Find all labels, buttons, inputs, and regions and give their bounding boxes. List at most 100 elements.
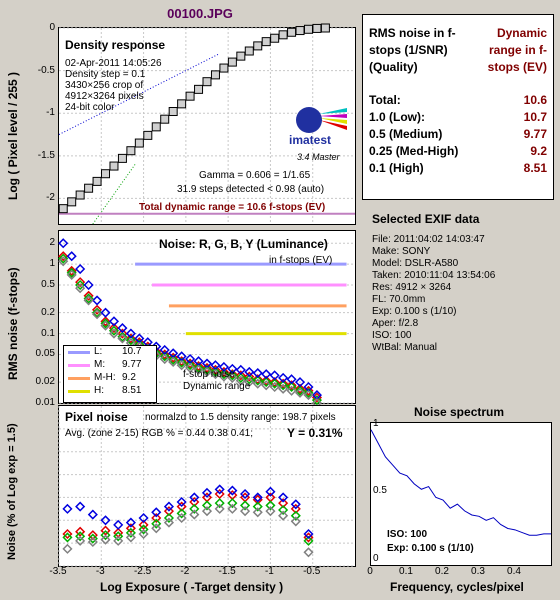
legend-swatch [68,351,90,354]
imatest-logo: imatest 3.4 Master [289,107,347,168]
summary-value: 10.7 [523,110,547,124]
noise-point [303,387,314,398]
noise-point [125,333,136,344]
pixel-xtick: -0.5 [303,566,321,577]
exif-line: Aper: f/2.8 [372,318,419,329]
exif-lines: File: 2011:04:02 14:03:47 Make: SONY Model… [372,234,552,354]
pixel-point [290,499,301,510]
gamma-line: Gamma = 0.606 = 1/1.65 [199,170,311,181]
pixel-point [75,531,86,542]
density-point [202,77,212,87]
exif-line: FL: 70.0mm [372,294,426,305]
noise-point [176,357,187,368]
exif-line: File: 2011:04:02 14:03:47 [372,234,485,245]
spectrum-ytick: 0 [373,553,379,564]
legend-row: M: 9.77 [64,359,156,372]
noise-point [66,267,77,278]
pixel-xtick: -3.5 [49,566,67,577]
noise-point [294,383,306,394]
noise-point [193,364,204,375]
noise-point [159,351,170,362]
noise-point [235,372,246,383]
summary-header-right: Dynamic range in f-stops (EV) [487,26,547,74]
pixel-panel: Pixel noise normalzd to 1.5 density rang… [58,405,356,567]
noise-point [75,263,86,275]
pixel-point [214,488,225,500]
pixel-point [125,523,136,534]
noise-point [244,374,255,385]
noise-point [269,370,280,381]
legend-swatch [68,390,90,393]
noise-sub: in f-stops (EV) [269,255,333,266]
noise-point [108,323,120,334]
noise-point [91,307,103,318]
density-ytick: -0.5 [37,64,55,76]
logo-graphic [296,107,347,133]
density-panel: Density response 02-Apr-2011 14:05:26 De… [38,22,356,225]
noise-point [185,358,196,369]
noise-point [168,354,179,365]
window-title: 00100.JPG [167,6,233,21]
pixel-xtick: -2.5 [133,566,152,577]
pixel-chart [58,406,355,567]
spectrum-xtick: 0.3 [471,566,485,577]
density-chart [58,23,355,225]
spectrum-chart [370,429,551,536]
density-point [67,197,77,207]
exif-line: ISO: 100 [372,330,412,341]
spectrum-panel: ISO: 100 Exp: 0.100 s (1/10) 0 0.5 1 [370,418,552,566]
exif-line: WtBal: Manual [372,342,438,353]
noise-point [278,380,289,391]
noise-point [286,385,297,396]
noise-ytick: 0.5 [41,279,55,291]
pixel-point [290,516,301,527]
annot-fstop: f-stop noise [183,369,235,380]
noise-point [218,371,229,382]
legend-swatch [68,364,90,367]
noise-point [58,238,69,249]
noise-point [58,253,69,264]
noise-point [235,375,246,386]
noise-point [286,374,297,385]
pixel-point [62,543,73,554]
pixel-point [163,517,175,528]
density-point [320,23,330,33]
legend-swatch [68,377,90,380]
pixel-point [113,519,124,530]
pixel-point [100,525,111,536]
pixel-point [75,535,86,546]
pixel-point [75,526,86,537]
summary-value: 9.2 [530,144,547,158]
noise-point [75,279,86,291]
spectrum-xtick: 0.4 [507,566,521,577]
density-ytick: -1.5 [37,149,55,161]
noise-point [278,378,289,389]
spectrum-heading: Noise spectrum [414,405,505,419]
density-point [126,146,136,156]
pixel-point [163,501,175,512]
pixel-point [138,528,149,540]
pixel-point [87,536,98,548]
pixel-point [176,508,187,519]
summary-label: Total: [369,93,401,107]
noise-point [261,369,272,380]
noise-point [66,269,77,280]
noise-point [58,256,69,267]
spectrum-xtick: 0.2 [435,566,449,577]
pixel-point [189,492,200,503]
logo-version: 3.4 Master [297,152,340,162]
density-point [117,153,127,163]
pixel-point [87,533,98,544]
noise-point [117,333,128,344]
pixel-point [151,512,162,524]
noise-point [75,277,86,288]
noise-point [58,251,69,262]
pixel-point [265,500,276,511]
pixel-point [163,512,175,524]
info-line: Density step = 0.1 [65,69,146,80]
noise-point [108,325,120,336]
noise-point [91,304,103,315]
density-point [236,51,246,61]
info-line: 4912×3264 pixels [65,91,144,102]
pixel-xtick: -2 [180,566,190,577]
